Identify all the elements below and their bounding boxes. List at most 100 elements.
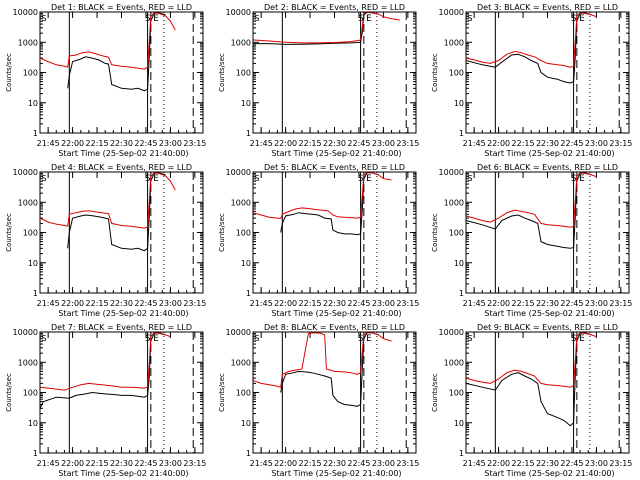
x-axis-label: Start Time (25-Sep-02 21:40:00): [58, 469, 188, 478]
plot-frame: [252, 11, 417, 134]
plot-frame: [39, 171, 204, 294]
panel-corner-label: S: [467, 174, 472, 183]
marker-label-e: E: [153, 334, 159, 344]
y-tick-label: 100: [236, 229, 251, 238]
x-tick-label: 21:45: [250, 299, 273, 308]
x-tick-label: 23:15: [609, 459, 632, 468]
x-tick-label: 22:15: [299, 139, 322, 148]
x-tick-label: 21:45: [37, 139, 60, 148]
x-tick-label: 22:15: [86, 139, 109, 148]
y-tick-label: 10: [28, 99, 38, 108]
y-tick-label: 10: [241, 419, 251, 428]
y-tick-label: 1000: [444, 38, 464, 47]
y-axis-label: Counts/sec: [5, 213, 13, 252]
x-tick-label: 23:00: [159, 459, 182, 468]
plot-area: [253, 332, 407, 453]
y-tick-label: 10000: [13, 8, 38, 17]
marker-label-s: S: [358, 174, 364, 184]
x-tick-label: 22:30: [323, 459, 346, 468]
x-axis-label: Start Time (25-Sep-02 21:40:00): [484, 149, 614, 158]
plot-area: [40, 172, 194, 293]
x-tick-label: 22:00: [487, 459, 510, 468]
plot-frame: [252, 171, 417, 294]
x-tick-label: 21:45: [463, 459, 486, 468]
y-tick-label: 10000: [226, 168, 251, 177]
x-tick-label: 22:45: [134, 459, 157, 468]
x-tick-label: 23:15: [183, 139, 206, 148]
y-tick-label: 10: [241, 99, 251, 108]
lld-series-line: [40, 12, 176, 70]
detector-panel-3: 1 10 100 1000 10000 21:45 22:00 22:15 22:30 22:45…: [431, 3, 632, 158]
y-tick-label: 10: [454, 99, 464, 108]
y-tick-label: 1000: [444, 198, 464, 207]
y-tick-label: 10000: [13, 168, 38, 177]
y-tick-label: 10000: [226, 8, 251, 17]
y-axis-label: Counts/sec: [218, 53, 226, 92]
panel-corner-label: S: [41, 14, 46, 23]
marker-label-s: S: [145, 334, 151, 344]
events-series-line: [280, 332, 379, 407]
panel-title: Det 8: BLACK = Events, RED = LLD: [264, 323, 405, 332]
x-axis-label: Start Time (25-Sep-02 21:40:00): [271, 469, 401, 478]
x-tick-label: 22:00: [61, 459, 84, 468]
x-tick-label: 22:15: [86, 299, 109, 308]
events-series-line: [466, 332, 592, 427]
x-tick-label: 23:15: [609, 299, 632, 308]
x-axis-label: Start Time (25-Sep-02 21:40:00): [484, 469, 614, 478]
marker-label-e: E: [153, 174, 159, 184]
x-tick-label: 23:15: [396, 139, 419, 148]
plot-frame: [252, 331, 417, 454]
detector-panel-1: 1 10 100 1000 10000 21:45 22:00 22:15 22:30 22:45…: [5, 3, 206, 158]
lld-series-line: [466, 12, 597, 68]
x-tick-label: 23:00: [159, 299, 182, 308]
lld-series-line: [40, 332, 171, 391]
y-tick-label: 1000: [18, 198, 38, 207]
detector-panel-8: 1 10 100 1000 10000 21:45 22:00 22:15 22:30 22:45…: [218, 323, 419, 478]
panel-title: Det 1: BLACK = Events, RED = LLD: [51, 3, 192, 12]
lld-series-line: [253, 332, 392, 388]
y-tick-label: 100: [236, 69, 251, 78]
plot-area: [253, 172, 407, 293]
x-tick-label: 21:45: [250, 459, 273, 468]
x-axis-label: Start Time (25-Sep-02 21:40:00): [58, 309, 188, 318]
marker-label-s: S: [145, 174, 151, 184]
plot-frame: [465, 331, 630, 454]
marker-label-e: E: [366, 334, 372, 344]
panel-corner-label: S: [254, 14, 259, 23]
x-tick-label: 21:45: [463, 139, 486, 148]
detector-panel-2: 1 10 100 1000 10000 21:45 22:00 22:15 22:30 22:45…: [218, 3, 419, 158]
x-tick-label: 22:00: [487, 299, 510, 308]
x-tick-label: 22:30: [110, 299, 133, 308]
marker-label-s: S: [358, 14, 364, 24]
plot-frame: [39, 11, 204, 134]
y-axis-label: Counts/sec: [431, 53, 439, 92]
x-tick-label: 23:15: [183, 299, 206, 308]
panel-corner-label: S: [254, 334, 259, 343]
marker-label-e: E: [579, 14, 585, 24]
y-tick-label: 1: [246, 129, 251, 138]
plot-area: [466, 12, 620, 133]
y-tick-label: 1000: [18, 358, 38, 367]
y-tick-label: 10: [28, 259, 38, 268]
x-tick-label: 22:45: [560, 459, 583, 468]
x-tick-label: 22:30: [323, 139, 346, 148]
y-tick-label: 1: [246, 289, 251, 298]
y-tick-label: 1: [33, 449, 38, 458]
y-tick-label: 10000: [13, 328, 38, 337]
x-axis-label: Start Time (25-Sep-02 21:40:00): [58, 149, 188, 158]
x-tick-label: 21:45: [250, 139, 273, 148]
panel-corner-label: S: [41, 174, 46, 183]
detector-panel-5: 1 10 100 1000 10000 21:45 22:00 22:15 22:30 22:45…: [218, 163, 419, 318]
lld-series-line: [40, 172, 176, 229]
marker-label-e: E: [579, 174, 585, 184]
plot-frame: [465, 171, 630, 294]
panel-title: Det 5: BLACK = Events, RED = LLD: [264, 163, 405, 172]
lld-series-line: [253, 12, 400, 44]
x-tick-label: 22:45: [347, 299, 370, 308]
x-tick-label: 22:00: [274, 299, 297, 308]
panel-title: Det 9: BLACK = Events, RED = LLD: [477, 323, 618, 332]
x-tick-label: 23:15: [396, 459, 419, 468]
x-tick-label: 22:00: [61, 299, 84, 308]
y-tick-label: 1000: [231, 358, 251, 367]
